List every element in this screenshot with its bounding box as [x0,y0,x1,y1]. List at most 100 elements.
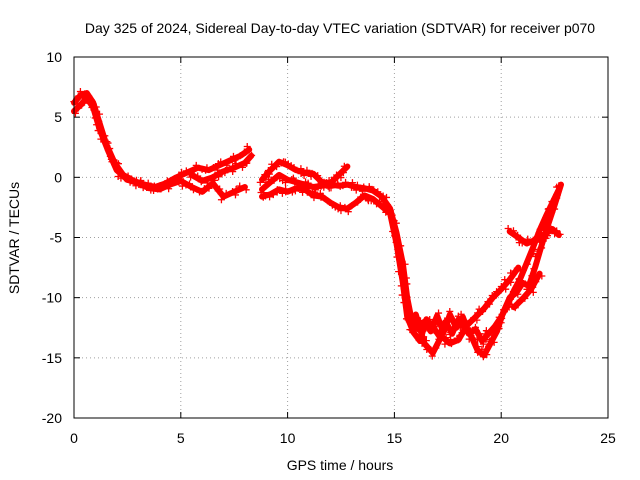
data-point [440,320,448,328]
data-point [365,183,373,191]
data-point [108,158,116,166]
data-point [93,121,101,129]
data-point [497,283,505,291]
data-point [232,160,240,168]
data-point [531,252,539,260]
data-point [327,184,335,192]
data-point [72,107,80,115]
data-point [530,265,538,273]
data-point [192,161,200,169]
x-tick-label: 20 [493,430,509,446]
data-point [150,182,158,190]
data-point [209,164,217,172]
data-point [229,163,237,171]
data-point [422,337,430,345]
data-point [94,127,102,135]
data-point [189,186,197,194]
data-point [382,208,390,216]
data-point [291,178,299,186]
data-point [530,245,538,253]
data-point [303,166,311,174]
data-point [357,193,365,201]
data-point [311,188,319,196]
data-point [546,211,554,219]
data-point [509,227,517,235]
data-point [551,205,559,213]
data-point [481,330,489,338]
data-point [389,227,397,235]
data-point [265,170,273,178]
data-point [353,181,361,189]
y-tick-label: -15 [42,350,62,366]
data-point [508,302,516,310]
x-tick-label: 5 [177,430,185,446]
data-point [97,135,105,143]
data-point [374,188,382,196]
data-point [390,217,398,225]
data-point [308,169,316,177]
data-point [514,231,522,239]
data-point [523,260,531,268]
data-point [435,309,443,317]
data-point [103,138,111,146]
data-point [273,163,281,171]
data-point [416,317,424,325]
data-point [337,207,345,215]
data-point [337,174,345,182]
data-point [454,336,462,344]
data-point [514,281,522,289]
data-point [470,334,478,342]
data-point [504,224,512,232]
data-point [516,296,524,304]
data-point [536,237,544,245]
data-point [420,319,428,327]
data-point [197,178,205,186]
data-point [203,164,211,172]
data-point [489,331,497,339]
data-point [493,288,501,296]
data-point [266,193,274,201]
data-point [106,145,114,153]
data-point [402,315,410,323]
y-tick-label: -20 [42,410,62,426]
data-point [544,229,552,237]
y-tick-label: 0 [54,169,62,185]
data-point [379,192,387,200]
data-point [90,106,98,114]
y-tick-label: -5 [50,230,63,246]
data-point [84,94,92,102]
data-point [336,202,344,210]
x-axis-label: GPS time / hours [287,457,394,473]
data-point [511,304,519,312]
data-point [479,350,487,358]
data-point [458,329,466,337]
data-point [300,171,308,179]
data-point [91,114,99,122]
data-point [370,186,378,194]
data-point [397,282,405,290]
data-point [474,348,482,356]
data-point [76,88,84,96]
data-point [376,200,384,208]
data-point [270,176,278,184]
data-point [86,99,94,107]
data-point [538,272,546,280]
data-point [501,308,509,316]
data-point [314,174,322,182]
data-point [303,188,311,196]
data-point [535,236,543,244]
data-point [427,320,435,328]
data-point [451,323,459,331]
data-point [190,171,198,179]
data-point [123,175,131,183]
data-point [441,340,449,348]
data-point [74,100,82,108]
data-point [348,202,356,210]
data-point [424,343,432,351]
data-point [261,192,269,200]
data-point [114,173,122,181]
data-point [553,191,561,199]
data-point [495,325,503,333]
data-point [278,189,286,197]
